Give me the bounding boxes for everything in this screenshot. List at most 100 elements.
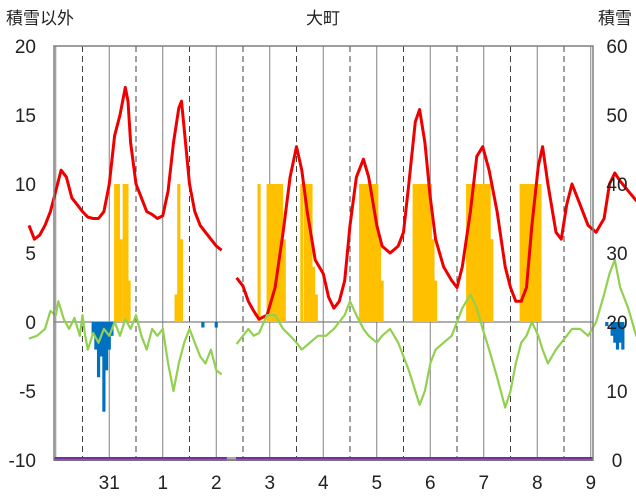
red_line-path [27, 85, 223, 252]
orange-bar [369, 184, 373, 322]
blue-bar [618, 322, 622, 343]
purple-band [54, 457, 227, 461]
left-tick-label: 15 [15, 106, 36, 127]
orange-bar [484, 184, 489, 322]
orange-bar [487, 184, 491, 322]
x-tick-label: 31 [99, 473, 120, 494]
orange-bar [524, 184, 529, 322]
orange-bar [532, 184, 537, 322]
orange-bar [415, 184, 419, 322]
blue-bar [214, 322, 218, 328]
orange-bar [522, 184, 526, 322]
bottom-bands [54, 457, 594, 461]
orange-bar [359, 184, 363, 322]
right-tick-label: 40 [606, 175, 627, 196]
x-tick-label: 8 [532, 473, 543, 494]
orange-bar [257, 184, 261, 322]
gray-band [226, 457, 237, 461]
left-tick-label: 20 [15, 37, 36, 58]
orange-bar [177, 184, 181, 322]
blue-bar [96, 322, 101, 378]
orange-bar [367, 184, 371, 322]
orange-bar [519, 184, 523, 322]
orange-bar [468, 184, 472, 322]
left-tick-label: -10 [9, 451, 36, 472]
right-axis-label: 積雪 [598, 9, 632, 29]
right-tick-label: 30 [606, 244, 627, 265]
orange-bar [417, 184, 422, 322]
green_line-path [235, 258, 636, 409]
orange-bar [114, 184, 118, 322]
right-tick-label: 50 [606, 106, 627, 127]
purple-band [236, 457, 594, 461]
orange-bar [425, 184, 430, 322]
orange-bar [466, 184, 470, 322]
orange-bar [423, 184, 427, 322]
orange-bar [125, 184, 129, 322]
orange-bar [119, 239, 123, 322]
orange-bar [474, 184, 478, 322]
x-tick-label: 9 [585, 473, 596, 494]
blue-bar [621, 322, 625, 350]
left-axis-ticks: -10 -5 0 5 10 15 20 [9, 37, 36, 472]
orange-bar [377, 239, 382, 322]
blue-bar [104, 322, 109, 371]
left-axis-label: 積雪以外 [6, 9, 74, 29]
orange-bar [428, 184, 432, 322]
orange-bar [420, 184, 424, 322]
blue-bar [201, 322, 205, 328]
x-tick-label: 7 [478, 473, 489, 494]
right-tick-label: 60 [606, 37, 627, 58]
orange-bar [431, 239, 435, 322]
blue-bar [102, 322, 106, 412]
orange-bar [179, 239, 184, 322]
orange-bar [434, 280, 438, 322]
orange-bar [412, 184, 416, 322]
left-tick-label: 10 [15, 175, 36, 196]
orange-bar [535, 184, 539, 322]
orange-bar [380, 280, 384, 322]
red_line-path [235, 108, 636, 321]
orange-bar [476, 184, 480, 322]
orange-bar [127, 280, 131, 322]
plot-frame [53, 45, 594, 461]
chart-title: 大町 [306, 9, 340, 29]
x-tick-label: 3 [264, 473, 275, 494]
orange-bar [482, 184, 486, 322]
blue-bar [610, 322, 614, 336]
orange-bar [271, 184, 276, 322]
orange-bar [538, 184, 542, 322]
left-tick-label: -5 [19, 382, 36, 403]
orange-bar [274, 184, 278, 322]
x-tick-label: 1 [157, 473, 168, 494]
x-tick-label: 6 [425, 473, 436, 494]
green_line-path [28, 300, 223, 393]
orange-bar [269, 184, 273, 322]
orange-bar [266, 184, 270, 322]
left-tick-label: 0 [25, 313, 36, 334]
blue-bar [615, 322, 620, 350]
orange-bar [303, 184, 308, 322]
orange-bar [282, 239, 286, 322]
orange-bar [300, 184, 304, 322]
x-tick-label: 2 [211, 473, 222, 494]
orange-bar [364, 184, 368, 322]
orange-bar [375, 184, 379, 322]
orange-bar [471, 184, 475, 322]
right-tick-label: 0 [612, 451, 623, 472]
right-axis-ticks: 0 10 20 30 40 50 60 [606, 37, 627, 472]
orange-bar [306, 184, 310, 322]
blue-bar [99, 322, 103, 357]
line-series [27, 85, 636, 409]
orange-bar [122, 184, 126, 322]
blue-bar [613, 322, 617, 343]
blue-bar [91, 322, 95, 336]
orange-bar [116, 184, 120, 322]
orange-bar [530, 184, 534, 322]
orange-bar [361, 184, 365, 322]
right-tick-label: 10 [606, 382, 627, 403]
orange-bar [309, 184, 313, 322]
blue-bar [605, 322, 609, 327]
orange-bar [490, 239, 494, 322]
